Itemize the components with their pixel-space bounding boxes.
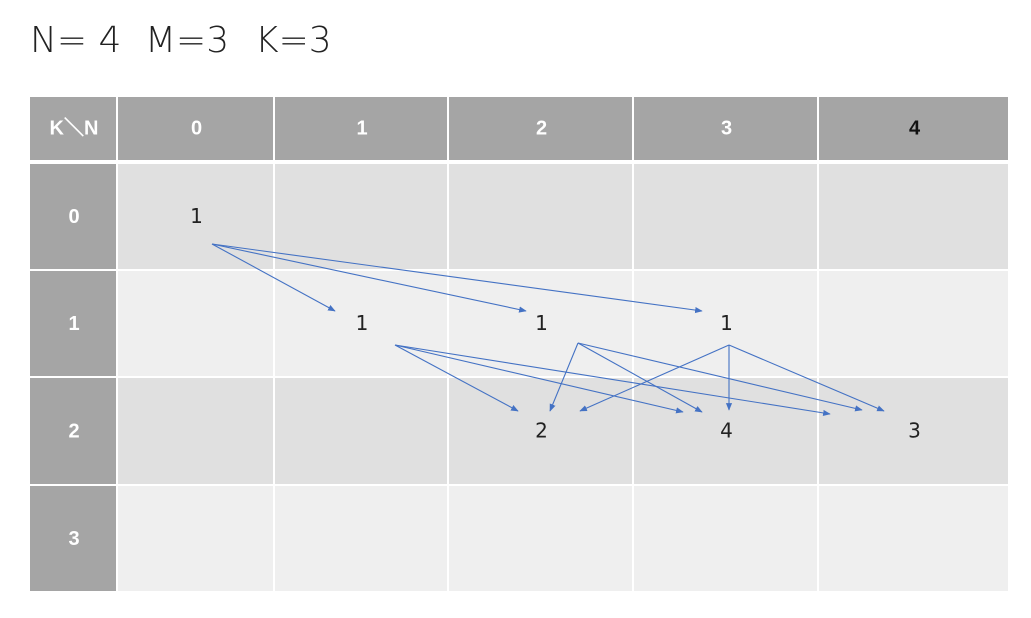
cell-bg — [819, 271, 1008, 376]
arrow — [394, 344, 519, 412]
column-header: 0 — [191, 117, 202, 139]
cell-bg — [30, 378, 116, 484]
cell-bg — [449, 164, 632, 269]
column-header: 2 — [536, 117, 547, 139]
column-header: 1 — [356, 117, 367, 139]
arrow — [211, 243, 336, 312]
cell-bg — [275, 164, 447, 269]
cell-bg — [634, 486, 817, 591]
arrow — [577, 342, 863, 412]
row-header: 1 — [68, 313, 79, 335]
row-header: 3 — [68, 528, 79, 550]
cell-value: 1 — [535, 311, 548, 335]
arrow — [577, 342, 703, 413]
cell-bg — [275, 486, 447, 591]
cell-bg — [819, 486, 1008, 591]
cell-bg — [30, 271, 116, 376]
cell-value: 3 — [908, 419, 921, 443]
arrow — [728, 344, 885, 412]
cell-bg — [819, 378, 1008, 484]
arrow — [211, 243, 527, 313]
cell-bg — [118, 271, 273, 376]
cell-value: 1 — [720, 311, 733, 335]
cell-bg — [634, 164, 817, 269]
column-header: 3 — [721, 117, 732, 139]
cell-bg — [634, 97, 817, 160]
cell-bg — [118, 378, 273, 484]
title-k: K=3 — [255, 20, 332, 61]
cell-bg — [449, 97, 632, 160]
cell-bg — [30, 164, 116, 269]
cell-bg — [449, 486, 632, 591]
row-header: 0 — [68, 206, 79, 228]
cell-bg — [30, 97, 116, 160]
cell-value: 1 — [190, 204, 203, 228]
cell-bg — [634, 378, 817, 484]
arrow — [211, 243, 703, 314]
arrow — [394, 344, 684, 414]
cell-bg — [30, 486, 116, 591]
cell-value: 1 — [356, 311, 369, 335]
cell-bg — [275, 378, 447, 484]
cell-bg — [449, 378, 632, 484]
cell-value: 4 — [720, 419, 733, 443]
cell-value: 2 — [535, 419, 548, 443]
corner-label: K＼N — [50, 116, 99, 139]
cell-bg — [275, 97, 447, 160]
arrow — [549, 342, 579, 412]
cell-bg — [819, 164, 1008, 269]
arrow — [394, 344, 831, 416]
title-m: M=3 — [145, 20, 229, 61]
title-n: N= 4 — [30, 20, 121, 61]
row-header: 2 — [68, 420, 79, 442]
cell-bg — [118, 97, 273, 160]
cell-bg — [118, 486, 273, 591]
table: K＼N 0 1 2 3 4 0 1 1 1 1 1 2 2 4 3 3 — [30, 97, 1008, 591]
arrow — [579, 344, 730, 412]
column-header: 4 — [909, 117, 921, 139]
cell-bg — [634, 271, 817, 376]
cell-bg — [819, 97, 1008, 160]
arrows — [211, 243, 885, 416]
